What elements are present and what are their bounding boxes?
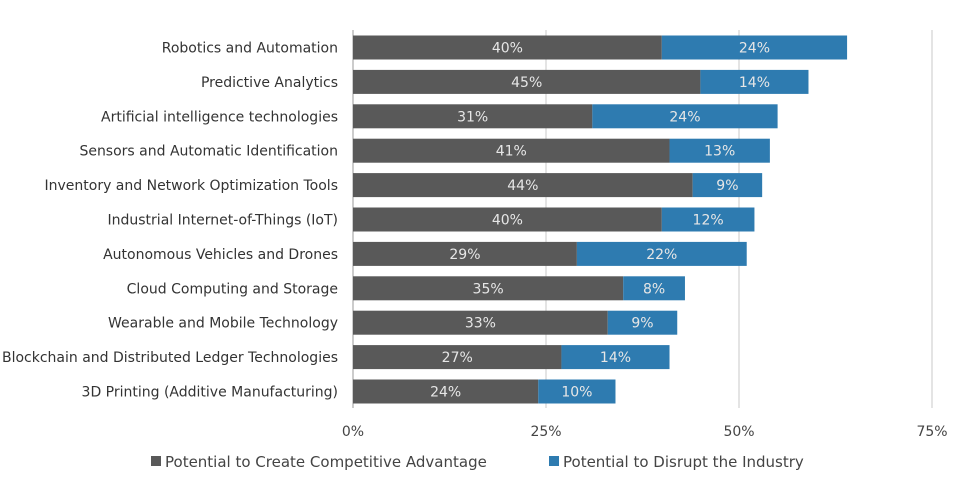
- data-label: 13%: [704, 144, 735, 160]
- data-label: 41%: [496, 144, 527, 160]
- bars: 40% 24% 45% 14% 31% 24% 41% 13% 44% 9% 40% 12% 29% 22…: [353, 35, 848, 404]
- bar-segment: [592, 104, 778, 129]
- x-tick-label: 25%: [530, 424, 561, 440]
- data-label: 40%: [492, 41, 523, 57]
- category-label: Artificial intelligence technologies: [101, 109, 338, 125]
- data-label: 10%: [561, 385, 592, 401]
- bar-segment: [692, 173, 763, 198]
- data-label: 29%: [449, 247, 480, 263]
- x-tick-label: 50%: [723, 424, 754, 440]
- category-labels: Robotics and Automation Predictive Analyt…: [2, 41, 338, 401]
- data-label: 14%: [739, 75, 770, 91]
- bar-segment: [661, 207, 755, 232]
- bar-segment: [623, 276, 685, 301]
- category-label: Industrial Internet-of-Things (IoT): [108, 213, 339, 229]
- data-label: 31%: [457, 109, 488, 125]
- data-label: 40%: [492, 213, 523, 229]
- bar-segment: [353, 379, 539, 404]
- x-tick-label: 75%: [916, 424, 947, 440]
- bar-segment: [607, 310, 678, 335]
- data-label: 24%: [669, 109, 700, 125]
- category-label: 3D Printing (Additive Manufacturing): [82, 385, 338, 401]
- data-label: 24%: [739, 41, 770, 57]
- bar-segment: [353, 173, 693, 198]
- bar-segment: [576, 241, 747, 266]
- data-label: 35%: [473, 281, 504, 297]
- bar-segment: [353, 35, 662, 60]
- bar-segment: [353, 69, 701, 94]
- category-label: Wearable and Mobile Technology: [108, 316, 338, 332]
- category-label: Blockchain and Distributed Ledger Techno…: [2, 350, 338, 366]
- bar-segment: [353, 241, 577, 266]
- data-label: 9%: [716, 178, 738, 194]
- data-label: 27%: [442, 350, 473, 366]
- data-label: 44%: [507, 178, 538, 194]
- data-label: 24%: [430, 385, 461, 401]
- bar-segment: [700, 69, 809, 94]
- bar-segment: [353, 345, 562, 370]
- data-label: 8%: [643, 281, 665, 297]
- legend-swatch: [151, 456, 161, 466]
- legend-label: Potential to Disrupt the Industry: [563, 453, 804, 471]
- bar-segment: [353, 104, 593, 129]
- data-label: 22%: [646, 247, 677, 263]
- category-label: Inventory and Network Optimization Tools: [44, 178, 338, 194]
- bar-segment: [661, 35, 848, 60]
- legend-label: Potential to Create Competitive Advantag…: [165, 453, 487, 471]
- bar-segment: [561, 345, 670, 370]
- bar-segment: [669, 138, 770, 163]
- category-label: Autonomous Vehicles and Drones: [103, 247, 338, 263]
- data-label: 9%: [631, 316, 653, 332]
- x-tick-label: 0%: [342, 424, 364, 440]
- data-label: 12%: [693, 213, 724, 229]
- category-label: Robotics and Automation: [162, 41, 338, 57]
- data-label: 14%: [600, 350, 631, 366]
- x-axis-ticks: 0% 25% 50% 75%: [342, 424, 948, 440]
- data-label: 45%: [511, 75, 542, 91]
- bar-segment: [538, 379, 616, 404]
- legend-swatch: [549, 456, 559, 466]
- bar-segment: [353, 276, 624, 301]
- category-label: Cloud Computing and Storage: [127, 281, 338, 297]
- bar-segment: [353, 207, 662, 232]
- bar-segment: [353, 138, 670, 163]
- bar-segment: [353, 310, 608, 335]
- category-label: Sensors and Automatic Identification: [79, 144, 338, 160]
- legend: Potential to Create Competitive Advantag…: [151, 453, 804, 471]
- category-label: Predictive Analytics: [201, 75, 338, 91]
- data-label: 33%: [465, 316, 496, 332]
